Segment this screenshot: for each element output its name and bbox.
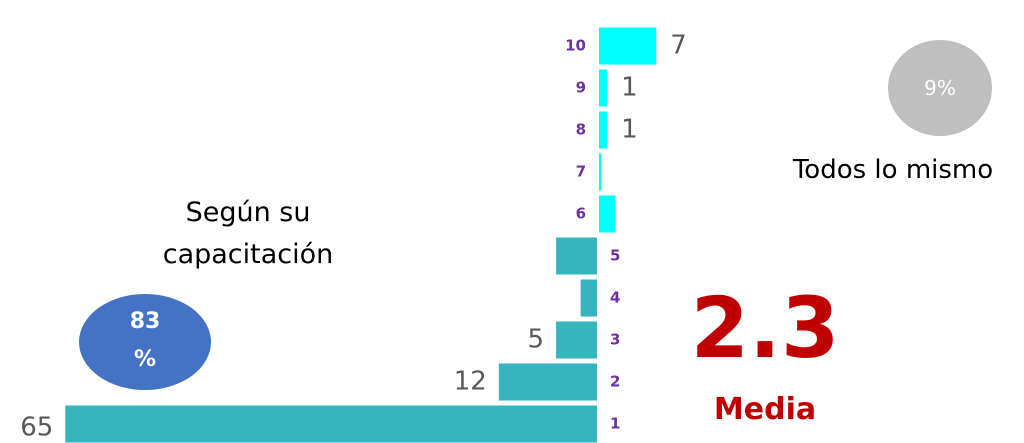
right-group-value: 9%	[924, 76, 956, 100]
mean-value: 2.3	[690, 279, 840, 377]
category-label: 1	[610, 415, 620, 433]
bar	[599, 153, 602, 191]
right-group-label: Todos lo mismo	[792, 155, 994, 185]
category-label: 9	[576, 79, 586, 97]
bar	[556, 321, 597, 359]
category-label: 7	[576, 163, 586, 181]
bar	[65, 405, 598, 443]
category-label: 8	[576, 121, 586, 139]
category-label: 5	[610, 247, 620, 265]
value-label: 1	[621, 73, 638, 103]
category-label: 2	[610, 373, 620, 391]
bar	[599, 27, 657, 65]
category-label: 6	[576, 205, 586, 223]
mean-label: Media	[713, 392, 817, 427]
category-label: 10	[565, 37, 586, 55]
left-bubble	[79, 294, 211, 390]
left-group-value: 83 %	[129, 309, 161, 372]
category-label: 3	[610, 331, 620, 349]
bar	[599, 69, 608, 107]
value-label: 12	[454, 367, 487, 397]
bar	[580, 279, 597, 317]
category-label: 4	[610, 289, 620, 307]
value-label: 5	[528, 325, 545, 355]
bar	[599, 111, 608, 149]
bar	[498, 363, 597, 401]
bar	[599, 195, 616, 233]
value-label: 1	[621, 115, 638, 145]
bar	[556, 237, 597, 275]
left-group-label: Según su capacitación	[162, 197, 334, 270]
value-label: 65	[20, 413, 53, 443]
value-label: 7	[670, 31, 687, 61]
right-bubble	[888, 40, 992, 136]
